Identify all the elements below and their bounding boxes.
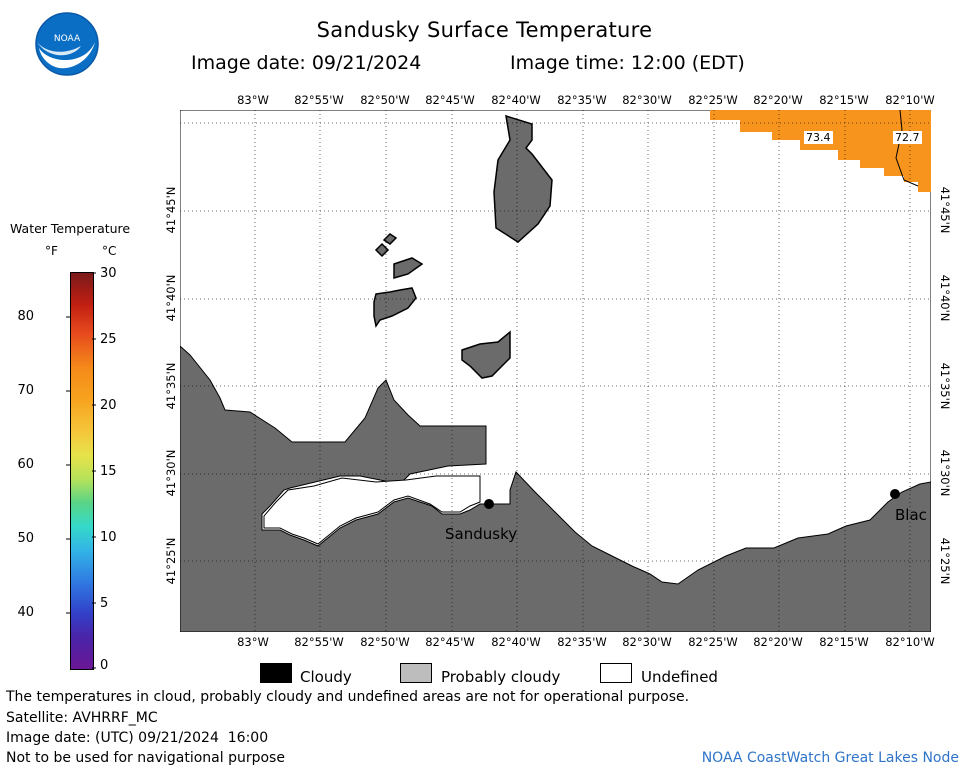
island-mid <box>393 257 424 279</box>
probably-cloudy-label: Probably cloudy <box>441 668 561 686</box>
lon-label-bottom: 82°35'W <box>557 635 607 649</box>
place-label-sandusky: Sandusky <box>445 525 518 543</box>
lon-label-top: 82°55'W <box>294 93 344 107</box>
lon-label-top: 82°30'W <box>622 93 672 107</box>
lat-label-right: 41°25'N <box>938 537 952 585</box>
utc-date-text: Image date: (UTC) 09/21/2024 16:00 <box>6 730 269 746</box>
image-date: Image date: 09/21/2024 <box>191 52 422 74</box>
cloudy-swatch <box>260 663 292 683</box>
legend-title: Water Temperature <box>10 221 131 236</box>
lat-label-left: 41°25'N <box>164 537 178 585</box>
satellite-text: Satellite: AVHRRF_MC <box>6 710 158 726</box>
legend-c-tick: 0 <box>100 658 109 673</box>
lon-label-bottom: 82°20'W <box>753 635 803 649</box>
lat-label-left: 41°45'N <box>164 186 178 234</box>
legend-ticks <box>66 272 96 669</box>
lat-label-right: 41°35'N <box>938 362 952 410</box>
navigation-warning: Not to be used for navigational purpose <box>6 750 285 766</box>
undefined-label: Undefined <box>641 668 718 686</box>
lat-label-left: 41°40'N <box>164 274 178 322</box>
island-bass <box>373 287 417 328</box>
legend-c-tick: 20 <box>100 398 117 413</box>
island-south-bass <box>461 330 511 379</box>
shore-line <box>895 110 919 187</box>
probably-cloudy-swatch <box>400 663 432 683</box>
image-time: Image time: 12:00 (EDT) <box>510 52 745 74</box>
legend-c-tick: 25 <box>100 332 117 347</box>
lat-label-right: 41°30'N <box>938 449 952 497</box>
lat-label-right: 41°40'N <box>938 274 952 322</box>
place-label-blac: Blac <box>895 506 927 524</box>
logo-text: NOAA <box>54 34 81 44</box>
legend-f-tick: 50 <box>17 531 34 546</box>
undefined-swatch <box>600 663 632 683</box>
lon-label-bottom: 82°25'W <box>688 635 738 649</box>
temp-label-1: 73.4 <box>804 131 833 144</box>
black-river-marker <box>890 489 900 499</box>
island-kelleys <box>493 114 553 243</box>
lon-label-bottom: 82°30'W <box>622 635 672 649</box>
sandusky-marker <box>484 499 494 509</box>
credit-text: NOAA CoastWatch Great Lakes Node <box>701 750 959 766</box>
noaa-logo: NOAA <box>35 12 99 76</box>
lon-label-bottom: 82°40'W <box>491 635 541 649</box>
land-area <box>180 345 931 632</box>
legend-unit-c: °C <box>102 244 117 258</box>
lon-label-bottom: 82°50'W <box>360 635 410 649</box>
legend-c-tick: 10 <box>100 530 117 545</box>
lon-label-bottom: 83°W <box>237 635 269 649</box>
lon-label-top: 82°20'W <box>753 93 803 107</box>
lon-label-bottom: 82°10'W <box>885 635 935 649</box>
lon-label-top: 82°50'W <box>360 93 410 107</box>
lon-label-top: 82°15'W <box>819 93 869 107</box>
graticule <box>180 110 931 632</box>
lon-label-bottom: 82°45'W <box>425 635 475 649</box>
legend-unit-f: °F <box>45 244 58 258</box>
lat-label-right: 41°45'N <box>938 186 952 234</box>
lon-label-top: 82°45'W <box>425 93 475 107</box>
lat-label-left: 41°30'N <box>164 449 178 497</box>
noaa-logo-icon: NOAA <box>35 12 99 76</box>
lon-label-top: 82°40'W <box>491 93 541 107</box>
sandusky-bay <box>263 475 481 545</box>
legend-c-tick: 5 <box>100 596 109 611</box>
lat-label-left: 41°35'N <box>164 362 178 410</box>
warm-water-area <box>710 110 931 192</box>
legend-f-tick: 70 <box>17 383 34 398</box>
lon-label-top: 82°25'W <box>688 93 738 107</box>
island-small-b <box>374 242 390 258</box>
legend-f-tick: 60 <box>17 457 34 472</box>
legend-f-tick: 40 <box>17 605 34 620</box>
map-title: Sandusky Surface Temperature <box>316 18 653 42</box>
legend-c-tick: 15 <box>100 464 117 479</box>
disclaimer-text: The temperatures in cloud, probably clou… <box>6 689 690 705</box>
lon-label-top: 83°W <box>237 93 269 107</box>
cloudy-label: Cloudy <box>300 668 352 686</box>
lon-label-top: 82°10'W <box>885 93 935 107</box>
legend-c-tick: 30 <box>100 266 117 281</box>
temp-label-2: 72.7 <box>893 131 922 144</box>
lon-label-bottom: 82°55'W <box>294 635 344 649</box>
map-panel <box>180 110 931 632</box>
lon-label-bottom: 82°15'W <box>819 635 869 649</box>
legend-f-tick: 80 <box>17 309 34 324</box>
lon-label-top: 82°35'W <box>557 93 607 107</box>
